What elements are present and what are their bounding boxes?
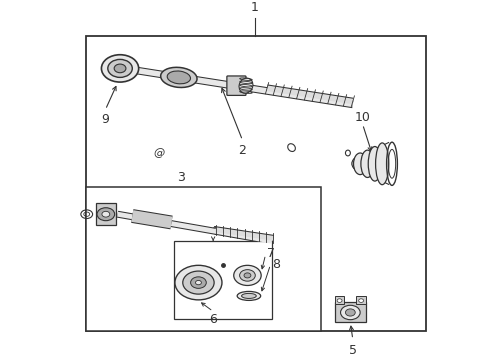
Bar: [335, 296, 344, 304]
Bar: [356, 296, 366, 304]
Circle shape: [240, 270, 255, 281]
Circle shape: [183, 271, 214, 294]
Ellipse shape: [375, 143, 389, 185]
Ellipse shape: [167, 71, 191, 84]
Text: 5: 5: [349, 344, 357, 357]
Polygon shape: [352, 159, 357, 168]
FancyBboxPatch shape: [227, 76, 246, 95]
Bar: [174, 241, 272, 319]
Circle shape: [234, 265, 261, 285]
Bar: [335, 302, 366, 322]
Ellipse shape: [161, 67, 197, 87]
Circle shape: [196, 280, 201, 285]
Ellipse shape: [368, 147, 381, 181]
Bar: [86, 36, 426, 331]
Circle shape: [191, 277, 206, 288]
Text: 4: 4: [209, 225, 217, 238]
Ellipse shape: [239, 78, 253, 93]
Text: @: @: [154, 148, 165, 158]
Text: 7: 7: [267, 247, 275, 260]
Circle shape: [97, 208, 115, 221]
Text: 9: 9: [101, 113, 109, 126]
Text: 10: 10: [355, 111, 370, 124]
Text: 6: 6: [209, 313, 217, 326]
Text: 2: 2: [239, 144, 246, 157]
Circle shape: [244, 273, 251, 278]
Ellipse shape: [242, 293, 256, 298]
Circle shape: [337, 299, 342, 302]
Ellipse shape: [361, 150, 374, 177]
Ellipse shape: [237, 292, 261, 300]
Circle shape: [102, 211, 110, 217]
Bar: [96, 203, 116, 225]
Circle shape: [108, 59, 132, 77]
Circle shape: [359, 299, 364, 302]
Circle shape: [114, 64, 126, 73]
Text: 1: 1: [251, 1, 259, 14]
Circle shape: [341, 305, 360, 320]
Bar: [86, 187, 321, 331]
Circle shape: [101, 55, 139, 82]
Text: 3: 3: [177, 171, 185, 184]
Circle shape: [175, 265, 222, 300]
Circle shape: [345, 309, 355, 316]
Text: 8: 8: [272, 258, 280, 271]
Ellipse shape: [353, 153, 367, 175]
